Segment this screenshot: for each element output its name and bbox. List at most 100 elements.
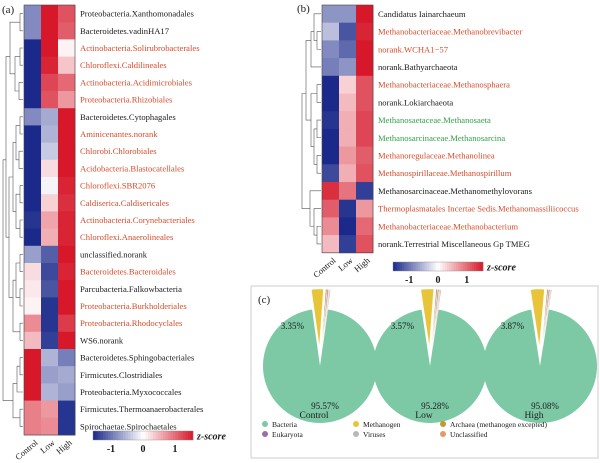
heatmap-cell — [356, 164, 374, 183]
legend-gradient-step — [190, 431, 194, 440]
pie-name: High — [525, 411, 544, 421]
heatmap-cell — [58, 56, 76, 75]
row-label: Actinobacteria.Solirubrobacterales — [80, 43, 200, 53]
panel-c-pies: 3.35% 95.57%Control 3.57% 95.28%Low 3.87% 95.… — [263, 288, 597, 423]
row-label: norank.WCHA1−57 — [378, 44, 449, 54]
legend-gradient-step — [480, 262, 484, 271]
heatmap-cell — [339, 164, 357, 183]
heatmap-cell — [58, 314, 76, 333]
heatmap-cell — [24, 142, 42, 161]
pie-bacteria-label: 95.57% — [311, 401, 339, 411]
row-label: Thermoplasmatales Incertae Sedis.Methano… — [378, 204, 579, 214]
legend-frame — [92, 430, 194, 441]
pie-slice-unclassified — [322, 289, 331, 347]
legend-gradient-step — [462, 262, 466, 271]
pie-methanogen-label: 3.57% — [391, 321, 415, 331]
pie-slice-archaea — [431, 289, 438, 347]
dendrogram-branch — [19, 322, 23, 341]
heatmap-cell — [356, 5, 374, 24]
legend-tick: -1 — [107, 444, 115, 455]
legend-tick: 1 — [464, 275, 469, 286]
legend-gradient-step — [153, 431, 156, 440]
legend-swatch — [262, 431, 268, 437]
dendrogram-branch — [12, 279, 20, 333]
column-label: Low — [336, 255, 355, 273]
row-label: Proteobacteria.Rhizobiales — [80, 95, 173, 105]
panel-a-label: (a) — [2, 4, 15, 16]
row-label: Methanobacteriaceae.Methanosphaera — [378, 80, 510, 90]
pie-name: Control — [299, 411, 328, 421]
legend-gradient-step — [426, 262, 430, 271]
heatmap-cell — [41, 349, 59, 367]
legend-swatch — [440, 431, 446, 437]
legend-gradient-step — [93, 431, 96, 440]
heatmap-cell — [322, 111, 340, 130]
heatmap-cell — [41, 245, 59, 264]
legend-gradient-step — [476, 262, 479, 271]
legend-gradient-step — [108, 431, 111, 440]
legend-swatch — [262, 421, 268, 427]
heatmap-cell — [24, 73, 42, 92]
row-label: Chloroflexi.Caldilineales — [80, 60, 167, 70]
heatmap-cell — [339, 199, 357, 218]
heatmap-cell — [356, 235, 374, 254]
dendrogram-branch — [15, 193, 20, 229]
pie-slice-methanogen — [530, 288, 545, 347]
heatmap-cell — [41, 417, 59, 436]
legend-swatch — [353, 421, 359, 427]
heatmap-cell — [58, 263, 76, 281]
heatmap-cell — [24, 280, 42, 298]
heatmap-cell — [41, 177, 59, 195]
heatmap-cell — [58, 39, 76, 57]
pie-slice-archaea — [321, 289, 328, 347]
heatmap-cell — [322, 217, 340, 236]
row-label: Chlorobi.Chlorobiales — [80, 146, 157, 156]
heatmap-cell — [339, 128, 357, 147]
dendrogram-branch — [313, 13, 321, 41]
dendrogram-branch — [19, 185, 23, 204]
legend-frame — [392, 261, 484, 272]
pie-slice-bacteria — [263, 309, 377, 423]
heatmap-cell — [41, 142, 59, 161]
legend-gradient-step — [113, 431, 116, 440]
legend-gradient-step — [95, 431, 99, 440]
heatmap-cell — [356, 93, 374, 112]
legend-gradient-step — [395, 262, 398, 271]
dendrogram-branch — [316, 84, 321, 103]
legend-gradient-step — [143, 431, 146, 440]
legend-gradient-step — [444, 262, 448, 271]
legend-gradient-step — [408, 262, 412, 271]
pie-slice-unclassified — [542, 289, 552, 347]
heatmap-cell — [58, 159, 76, 178]
legend-gradient-step — [465, 262, 468, 271]
heatmap-cell — [58, 194, 76, 212]
dendrogram-branch — [316, 119, 321, 139]
heatmap-cell — [41, 400, 59, 419]
legend-gradient-step — [422, 262, 425, 271]
legend-gradient-step — [433, 262, 437, 271]
heatmap-cell — [356, 182, 374, 201]
heatmap-cell — [24, 91, 42, 109]
heatmap-cell — [339, 40, 357, 59]
pie-slice-bacteria — [372, 309, 487, 423]
row-label: Bacteroidetes.Sphingobacteriales — [80, 353, 195, 363]
pie-slice-viruses — [432, 289, 441, 347]
legend-label: Eukaryota — [272, 430, 303, 439]
heatmap-cell — [41, 228, 59, 247]
heatmap-cell — [356, 199, 374, 218]
legend-gradient-step — [178, 431, 181, 440]
legend-gradient-step — [474, 262, 477, 271]
row-label: unclassified.norank — [80, 249, 148, 259]
heatmap-cell — [24, 108, 42, 126]
heatmap-cell — [58, 400, 76, 419]
dendrogram-branch — [19, 357, 23, 376]
heatmap-cell — [356, 111, 374, 130]
heatmap-cell — [58, 383, 76, 401]
heatmap-cell — [24, 159, 42, 178]
legend-gradient-step — [456, 262, 459, 271]
row-label: Acidobacteria.Blastocatellales — [80, 163, 185, 173]
dendrogram-branch — [19, 13, 23, 32]
legend-gradient-step — [103, 431, 106, 440]
heatmap-cell — [356, 58, 374, 77]
